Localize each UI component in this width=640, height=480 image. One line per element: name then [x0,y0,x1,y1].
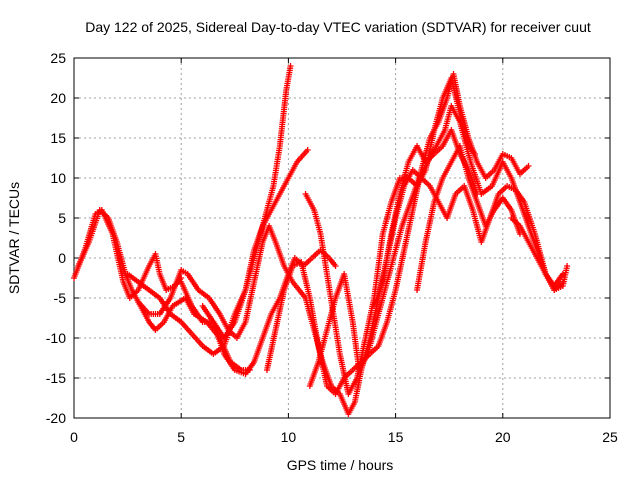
series-track-4 [135,167,566,417]
data-point [304,147,311,153]
series-track-5 [178,247,339,377]
x-tick-label: 0 [70,429,78,445]
series-track-12 [508,215,571,293]
y-tick-label: 20 [50,90,66,106]
x-tick-label: 5 [177,429,185,445]
y-tick-label: -10 [46,330,66,346]
plot-frame [73,57,611,419]
y-tick-label: 5 [58,210,66,226]
data-point [471,151,478,157]
y-tick-label: -5 [54,290,67,306]
y-tick-label: 15 [50,130,66,146]
data-points [71,63,571,417]
y-axis-label: SDTVAR / TECUs [6,182,22,294]
data-point [525,163,532,169]
data-point [287,63,294,69]
y-tick-label: 10 [50,170,66,186]
y-tick-label: -20 [46,410,66,426]
y-tick-label: 25 [50,50,66,66]
series-track-9 [306,103,566,389]
x-tick-label: 15 [388,429,404,445]
y-tick-label: -15 [46,370,66,386]
x-tick-label: 10 [281,429,297,445]
series-track-11 [414,143,523,293]
y-tick-label: 0 [58,250,66,266]
x-axis-label: GPS time / hours [287,457,394,473]
chart-title: Day 122 of 2025, Sidereal Day-to-day VTE… [85,19,591,35]
x-tick-label: 25 [602,429,618,445]
series-track-6 [199,147,311,341]
grid-lines [74,58,610,418]
data-point [564,263,571,269]
data-point [332,263,339,269]
series-track-1 [71,207,185,301]
x-tick-label: 20 [495,429,511,445]
